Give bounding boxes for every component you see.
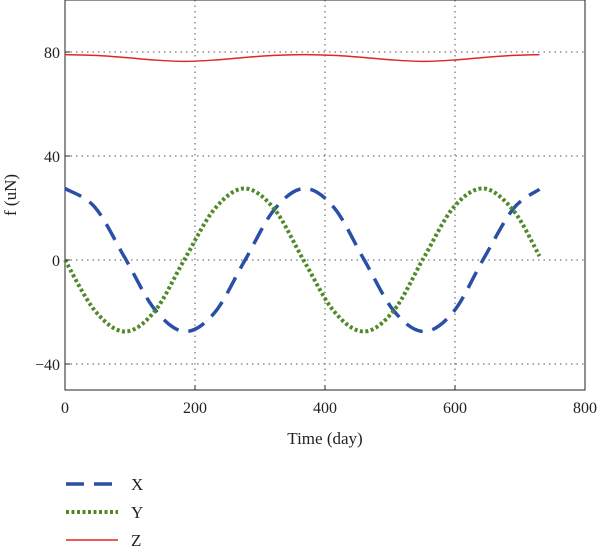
legend: XYZ	[66, 475, 143, 550]
series-line-z	[64, 53, 540, 63]
y-tick-label: 80	[44, 45, 60, 62]
y-tick-label: −40	[35, 357, 60, 374]
grid-lines	[65, 0, 585, 390]
y-tick-label: 0	[52, 253, 60, 270]
legend-label-z: Z	[131, 531, 141, 550]
x-tick-label: 200	[183, 400, 207, 417]
series-lines	[63, 53, 542, 334]
x-tick-label: 800	[573, 400, 597, 417]
legend-label-y: Y	[131, 503, 143, 522]
y-tick-label: 40	[44, 149, 60, 166]
series-line-x	[64, 186, 541, 334]
y-axis-label: f (uN)	[1, 174, 20, 216]
legend-label-x: X	[131, 475, 143, 494]
x-axis-label: Time (day)	[287, 429, 362, 448]
x-tick-label: 400	[313, 400, 337, 417]
x-tick-label: 0	[61, 400, 69, 417]
x-tick-label: 600	[443, 400, 467, 417]
axis-ticks: 0 200 400 600 800 −40 0 40 80	[35, 45, 597, 417]
series-line-y	[63, 186, 542, 334]
